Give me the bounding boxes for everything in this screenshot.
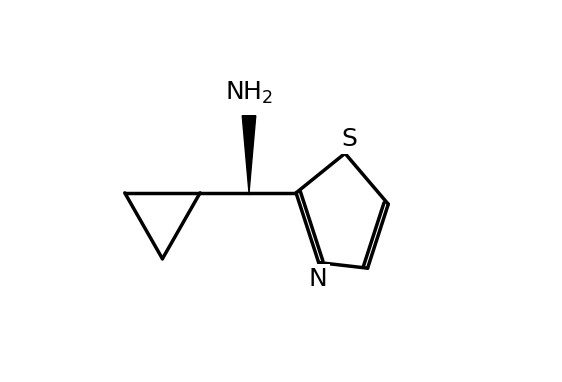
Text: NH$_2$: NH$_2$: [225, 80, 273, 106]
Text: N: N: [309, 267, 327, 291]
Polygon shape: [242, 116, 256, 193]
Text: S: S: [342, 127, 357, 151]
